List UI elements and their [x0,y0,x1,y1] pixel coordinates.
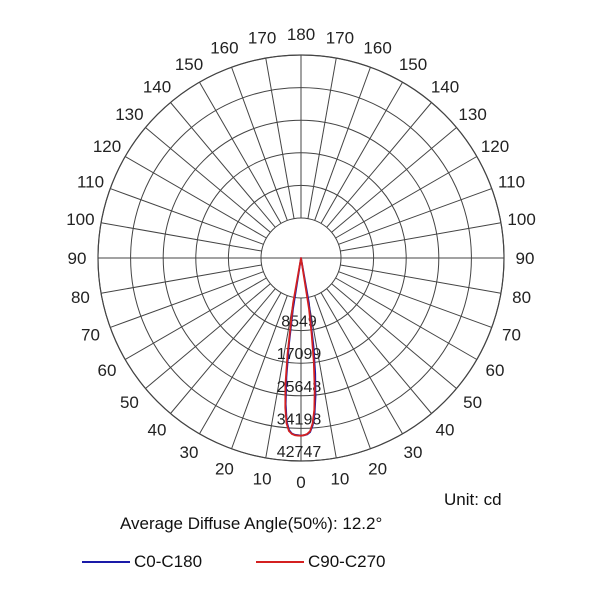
grid-spokes [98,55,504,461]
angle-tick-label: 30 [180,443,199,462]
angle-tick-label: 60 [486,361,505,380]
angle-tick-label: 20 [215,460,234,479]
grid-spoke [338,271,492,328]
grid-spoke [340,264,502,294]
radial-tick-label: 42747 [277,444,322,461]
grid-spoke [331,283,457,389]
grid-spoke [100,264,262,294]
grid-spoke [326,288,432,414]
angle-tick-label: 70 [502,326,521,345]
angle-tick-label: 170 [248,28,276,47]
grid-spoke [199,81,282,224]
angle-tick-label: 40 [148,421,167,440]
radial-tick-label: 25648 [277,379,322,396]
angle-tick-label: 0 [296,473,305,492]
legend-line-c90-c270 [256,561,304,563]
angle-tick-label: 10 [253,470,272,489]
angle-tick-label: 80 [512,288,531,307]
angle-tick-label: 140 [143,77,171,96]
grid-spoke [307,57,337,219]
angle-tick-label: 100 [507,210,535,229]
angle-tick-label: 150 [175,55,203,74]
angle-tick-label: 110 [498,172,525,191]
angle-tick-label: 130 [115,105,143,124]
grid-spoke [124,156,267,239]
angle-tick-label: 150 [399,55,427,74]
grid-spoke [331,127,457,233]
grid-spoke [124,277,267,360]
legend-line-c0-c180 [82,561,130,563]
angle-tick-label: 10 [330,470,349,489]
legend-item-c0-c180: C0-C180 [82,550,202,574]
grid-spoke [145,283,271,389]
legend-label-c90-c270: C90-C270 [308,552,386,571]
angle-tick-label: 170 [326,28,354,47]
grid-spoke [320,292,403,435]
angle-tick-label: 20 [368,460,387,479]
grid-spoke [231,67,288,221]
grid-spoke [110,271,264,328]
grid-spoke [314,67,371,221]
grid-spoke [145,127,271,233]
angle-tick-label: 90 [516,249,535,268]
angle-tick-label: 70 [81,326,100,345]
angle-tick-label: 110 [77,172,104,191]
angle-tick-label: 180 [287,25,315,44]
angle-tick-label: 160 [210,39,238,58]
grid-spoke [340,222,502,252]
grid-spoke [326,102,432,228]
grid-spoke [265,297,295,459]
angle-tick-label: 50 [463,393,482,412]
legend-label-c0-c180: C0-C180 [134,552,203,571]
grid-spoke [335,156,478,239]
angle-tick-label: 130 [458,105,486,124]
series-curve-c90-c270 [284,257,316,437]
angle-tick-label: 100 [66,210,94,229]
grid-spoke [314,295,371,449]
grid-spoke [170,288,276,414]
angle-tick-label: 50 [120,393,139,412]
grid-spoke [335,277,478,360]
angle-tick-label: 60 [98,361,117,380]
series-layer [284,257,317,437]
angle-tick-label: 80 [71,288,90,307]
grid-spoke [338,188,492,245]
average-diffuse-angle: Average Diffuse Angle(50%): 12.2° [120,514,383,533]
grid-spoke [110,188,264,245]
angle-tick-label: 40 [436,421,455,440]
angle-tick-label: 30 [404,443,423,462]
angle-tick-label: 120 [481,137,509,156]
grid-spoke [199,292,282,435]
angle-tick-label: 90 [68,249,87,268]
legend-item-c90-c270: C90-C270 [256,550,386,574]
angle-tick-label: 140 [431,77,459,96]
grid-spoke [170,102,276,228]
grid-spoke [320,81,403,224]
grid-spoke [307,297,337,459]
grid-spoke [231,295,288,449]
angle-tick-label: 120 [93,137,121,156]
grid-spoke [100,222,262,252]
angle-tick-label: 160 [363,39,391,58]
unit-label: Unit: cd [444,490,502,509]
grid-spoke [265,57,295,219]
